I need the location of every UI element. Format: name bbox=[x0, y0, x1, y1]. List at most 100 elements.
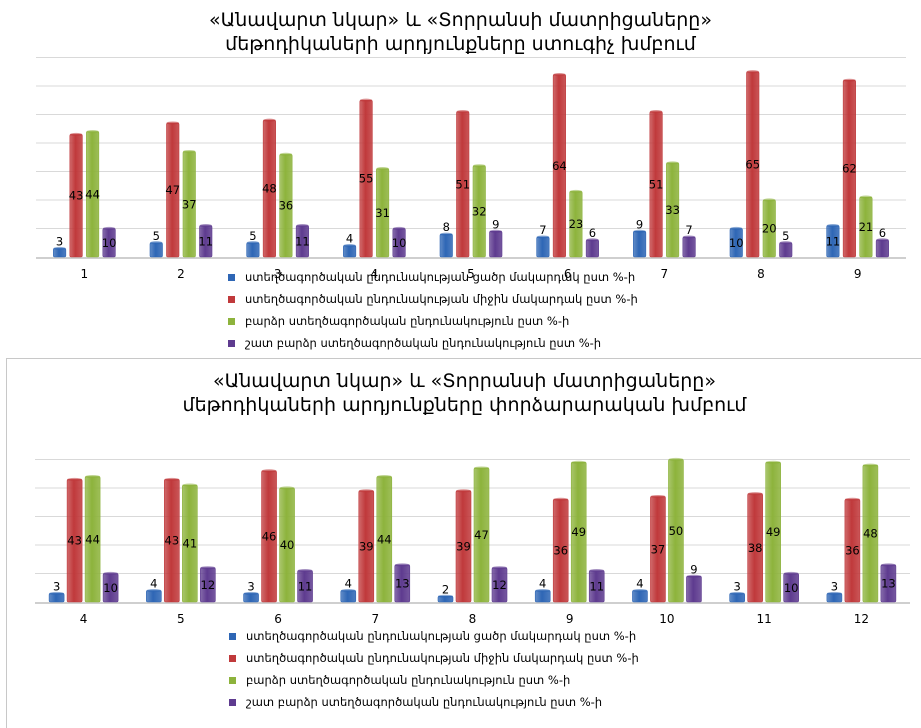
bar-cap-low bbox=[633, 229, 646, 233]
bar-cap-medium bbox=[747, 492, 763, 496]
gridlines bbox=[35, 459, 910, 574]
data-label-very-high: 7 bbox=[685, 223, 692, 237]
bar-cap-medium bbox=[456, 489, 471, 493]
legend-label-low: ստեղծագործական ընդունակության ցածր մակար… bbox=[246, 629, 637, 643]
bar-cap-high bbox=[473, 164, 486, 168]
chart-panel-experimental-group: «Անավարտ նկար» և «Տորրանսի մատրիցաները» … bbox=[6, 358, 921, 728]
data-label-high: 44 bbox=[85, 187, 100, 201]
data-label-medium: 55 bbox=[359, 172, 374, 186]
bar-low bbox=[146, 590, 162, 603]
data-label-very-high: 12 bbox=[492, 578, 507, 592]
chart-title: «Անավարտ նկար» և «Տորրանսի մատրիցաները» … bbox=[7, 369, 921, 417]
bar-cap-high bbox=[279, 486, 295, 490]
bar-cap-very-high bbox=[586, 238, 599, 242]
data-label-medium: 36 bbox=[553, 544, 568, 558]
data-label-high: 20 bbox=[762, 222, 777, 236]
chart-legend: ստեղծագործական ընդունակության ցածր մակար… bbox=[229, 625, 639, 713]
x-tick-label: 3 bbox=[274, 267, 282, 281]
data-label-medium: 64 bbox=[552, 159, 567, 173]
bar-cap-very-high bbox=[779, 241, 792, 245]
bar-cap-medium bbox=[650, 494, 666, 499]
bar-cap-very-high bbox=[783, 571, 799, 576]
data-label-medium: 39 bbox=[456, 539, 471, 553]
bar-cap-high bbox=[668, 457, 684, 462]
data-label-low: 8 bbox=[443, 220, 450, 234]
x-tick-label: 10 bbox=[659, 612, 674, 626]
bar-cap-very-high bbox=[103, 571, 119, 576]
legend-swatch-very-high bbox=[229, 698, 236, 706]
bar-low bbox=[343, 245, 357, 258]
x-tick-label: 8 bbox=[469, 612, 477, 626]
data-label-low: 3 bbox=[53, 579, 60, 593]
bar-cap-low bbox=[150, 241, 163, 245]
legend-swatch-low bbox=[229, 632, 236, 640]
data-label-low: 4 bbox=[636, 577, 643, 591]
bar-cap-low bbox=[49, 591, 65, 596]
bar-cap-medium bbox=[843, 78, 856, 82]
bar-cap-low bbox=[536, 235, 550, 239]
bar-cap-medium bbox=[261, 469, 277, 473]
bar-cap-low bbox=[729, 591, 745, 596]
bar-cap-high bbox=[182, 483, 198, 487]
bar-cap-low bbox=[438, 594, 453, 598]
data-label-low: 3 bbox=[247, 579, 254, 593]
chart-title-line-1: «Անավարտ նկար» և «Տորրանսի մատրիցաները» bbox=[213, 370, 716, 392]
data-label-low: 3 bbox=[831, 579, 838, 593]
legend-swatch-medium bbox=[228, 295, 235, 303]
data-label-high: 47 bbox=[474, 528, 489, 542]
chart-title-line-2: մեթոդիկաների արդյունքները ստուգիչ խմբում bbox=[225, 33, 696, 55]
data-label-high: 41 bbox=[183, 537, 198, 551]
data-label-medium: 37 bbox=[651, 542, 666, 556]
legend-item-low: ստեղծագործական ընդունակության ցածր մակար… bbox=[228, 266, 638, 288]
bar-low bbox=[439, 233, 453, 258]
legend-item-low: ստեղծագործական ընդունակության ցածր մակար… bbox=[229, 625, 639, 647]
data-label-high: 50 bbox=[669, 524, 684, 538]
data-label-medium: 36 bbox=[845, 544, 860, 558]
gridlines bbox=[36, 57, 906, 229]
bar-cap-medium bbox=[844, 497, 860, 501]
chart-title-line-2: մեթոդիկաների արդյունքները փորձարարական խ… bbox=[182, 394, 747, 416]
bar-cap-low bbox=[632, 589, 648, 593]
legend-item-medium: ստեղծագործական ընդունակության միջին մակա… bbox=[229, 647, 639, 669]
bar-cap-very-high bbox=[394, 563, 410, 567]
bar-cap-medium bbox=[358, 489, 374, 493]
data-label-high: 40 bbox=[280, 538, 295, 552]
bar-cap-high bbox=[666, 161, 679, 165]
data-label-high: 49 bbox=[766, 525, 781, 539]
bar-cap-low bbox=[826, 591, 842, 596]
data-label-high: 32 bbox=[472, 204, 487, 218]
bar-cap-high bbox=[474, 466, 489, 470]
chart-title: «Անավարտ նկար» և «Տորրանսի մատրիցաները» … bbox=[0, 8, 921, 56]
data-label-very-high: 11 bbox=[298, 579, 313, 593]
data-label-medium: 38 bbox=[748, 541, 763, 555]
bar-cap-very-high bbox=[492, 566, 507, 570]
bar-cap-very-high bbox=[682, 235, 696, 239]
data-label-low: 9 bbox=[636, 217, 643, 231]
x-tick-labels: 1 2 3 4 5 6 7 8 9 bbox=[81, 267, 862, 281]
x-tick-label: 1 bbox=[81, 267, 89, 281]
bar-cap-high bbox=[763, 198, 776, 202]
data-label-medium: 39 bbox=[359, 539, 374, 553]
data-label-high: 44 bbox=[377, 532, 392, 546]
bar-cap-very-high bbox=[880, 563, 896, 567]
data-label-high: 37 bbox=[182, 197, 197, 211]
data-label-medium: 47 bbox=[165, 183, 180, 197]
legend-label-very-high: շատ բարձր ստեղծագործական ընդունակություն… bbox=[245, 336, 602, 350]
data-label-very-high: 10 bbox=[102, 236, 117, 250]
bar-cap-high bbox=[85, 475, 101, 479]
data-label-very-high: 11 bbox=[589, 579, 604, 593]
data-label-very-high: 6 bbox=[589, 226, 596, 240]
bar-cap-high bbox=[376, 475, 392, 479]
legend-label-medium: ստեղծագործական ընդունակության միջին մակա… bbox=[245, 292, 638, 306]
data-label-high: 23 bbox=[569, 217, 584, 231]
legend-item-very-high: շատ բարձր ստեղծագործական ընդունակություն… bbox=[228, 332, 638, 354]
data-label-high: 21 bbox=[859, 220, 874, 234]
legend-item-high: բարձր ստեղծագործական ընդունակություն ըստ… bbox=[229, 669, 639, 691]
chart-panel-control-group: «Անավարտ նկար» և «Տորրանսի մատրիցաները» … bbox=[0, 0, 921, 360]
x-tick-label: 8 bbox=[757, 267, 765, 281]
data-label-very-high: 10 bbox=[103, 581, 118, 595]
data-label-medium: 43 bbox=[165, 534, 180, 548]
data-label-very-high: 9 bbox=[492, 217, 499, 231]
data-label-low: 4 bbox=[346, 232, 353, 246]
